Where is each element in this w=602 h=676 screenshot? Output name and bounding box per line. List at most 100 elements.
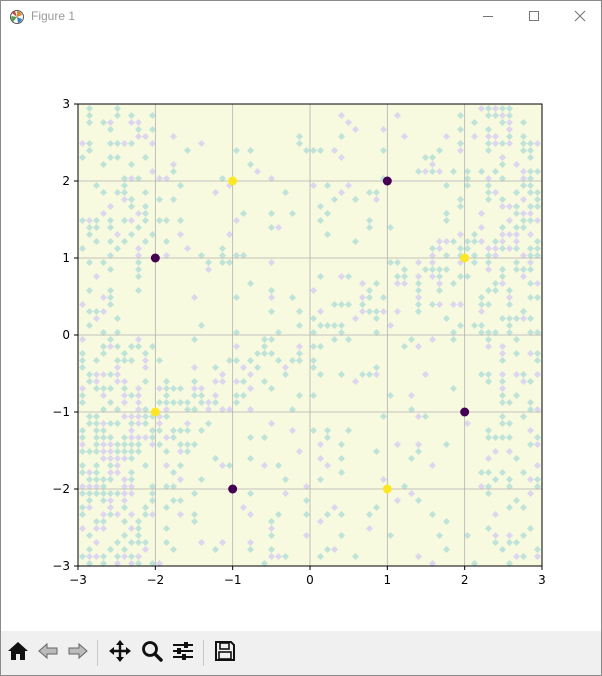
- region-patch: [85, 482, 94, 491]
- region-patch: [302, 531, 311, 540]
- region-patch: [260, 349, 269, 358]
- region-patch: [99, 447, 108, 456]
- region-patch: [505, 433, 514, 442]
- region-patch: [505, 139, 514, 148]
- region-patch: [323, 433, 332, 442]
- region-patch: [253, 349, 262, 358]
- maximize-button[interactable]: [511, 1, 557, 32]
- region-patch: [134, 335, 143, 344]
- region-patch: [533, 461, 542, 470]
- region-patch: [519, 307, 528, 316]
- pan-button[interactable]: [106, 639, 134, 667]
- region-patch: [379, 146, 388, 155]
- region-patch: [484, 125, 493, 134]
- region-patch: [267, 286, 276, 295]
- region-patch: [498, 342, 507, 351]
- region-patch: [491, 433, 500, 442]
- region-patch: [288, 293, 297, 302]
- region-patch: [428, 272, 437, 281]
- region-patch: [365, 510, 374, 519]
- region-patch: [393, 279, 402, 288]
- region-patch: [246, 510, 255, 519]
- region-patch: [127, 552, 136, 561]
- region-patch: [141, 461, 150, 470]
- region-patch: [400, 265, 409, 274]
- region-patch: [127, 419, 136, 428]
- region-patch: [127, 202, 136, 211]
- plot-figure[interactable]: −3 −2 −1 0 1 2 3 −3 −2 −1 0 1 2 3: [1, 32, 601, 631]
- region-patch: [120, 384, 129, 393]
- region-patch: [498, 419, 507, 428]
- region-patch: [526, 377, 535, 386]
- region-patch: [337, 132, 346, 141]
- region-patch: [169, 398, 178, 407]
- region-patch: [267, 384, 276, 393]
- region-patch: [162, 377, 171, 386]
- region-patch: [169, 384, 178, 393]
- region-patch: [120, 440, 129, 449]
- region-patch: [379, 293, 388, 302]
- region-patch: [428, 335, 437, 344]
- region-patch: [232, 328, 241, 337]
- region-patch: [127, 216, 136, 225]
- region-patch: [134, 132, 143, 141]
- region-patch: [169, 426, 178, 435]
- region-patch: [505, 118, 514, 127]
- forward-button[interactable]: [64, 639, 92, 667]
- region-patch: [484, 174, 493, 183]
- region-patch: [78, 139, 87, 148]
- region-patch: [295, 132, 304, 141]
- region-patch: [526, 349, 535, 358]
- region-patch: [155, 440, 164, 449]
- save-button[interactable]: [211, 639, 239, 667]
- region-patch: [477, 104, 486, 113]
- region-patch: [512, 258, 521, 267]
- region-patch: [106, 300, 115, 309]
- title-bar[interactable]: Figure 1: [1, 1, 601, 32]
- region-patch: [85, 307, 94, 316]
- configure-subplots-button[interactable]: [169, 639, 197, 667]
- zoom-button[interactable]: [138, 639, 166, 667]
- region-patch: [162, 216, 171, 225]
- home-button[interactable]: [4, 639, 32, 667]
- region-patch: [337, 370, 346, 379]
- region-patch: [533, 349, 542, 358]
- x-tick-label: −2: [146, 573, 164, 587]
- region-patch: [512, 454, 521, 463]
- region-patch: [323, 321, 332, 330]
- region-patch: [155, 398, 164, 407]
- figure-canvas[interactable]: −3 −2 −1 0 1 2 3 −3 −2 −1 0 1 2 3: [1, 32, 601, 631]
- region-patch: [526, 258, 535, 267]
- scatter-points: [150, 176, 470, 494]
- region-patch: [162, 412, 171, 421]
- region-patch: [85, 496, 94, 505]
- region-patch: [407, 335, 416, 344]
- region-patch: [449, 167, 458, 176]
- region-patch: [358, 300, 367, 309]
- region-patch: [505, 132, 514, 141]
- region-patch: [134, 440, 143, 449]
- region-patch: [386, 258, 395, 267]
- close-button[interactable]: [557, 1, 602, 32]
- region-patch: [218, 538, 227, 547]
- region-patch: [92, 440, 101, 449]
- region-patch: [505, 482, 514, 491]
- region-patch: [120, 517, 129, 526]
- region-patch: [344, 300, 353, 309]
- region-patch: [505, 475, 514, 484]
- region-patch: [148, 139, 157, 148]
- region-patch: [498, 265, 507, 274]
- region-patch: [134, 342, 143, 351]
- minimize-button[interactable]: [465, 1, 511, 32]
- region-patch: [491, 328, 500, 337]
- region-patch: [141, 216, 150, 225]
- region-patch: [449, 300, 458, 309]
- region-patch: [309, 146, 318, 155]
- region-patch: [106, 475, 115, 484]
- region-patch: [120, 139, 129, 148]
- region-patch: [148, 433, 157, 442]
- region-patch: [127, 538, 136, 547]
- back-button[interactable]: [34, 639, 62, 667]
- region-patch: [505, 503, 514, 512]
- region-patch: [120, 496, 129, 505]
